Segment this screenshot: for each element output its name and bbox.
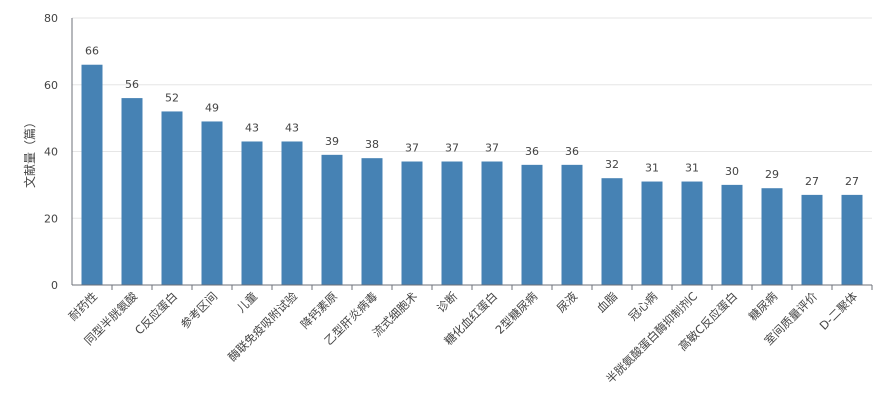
bar[interactable] xyxy=(481,161,503,285)
bar-value-label: 27 xyxy=(845,175,859,188)
bar[interactable] xyxy=(721,184,743,285)
x-tick-label: 2型糖尿病 xyxy=(493,289,541,337)
bar-value-label: 31 xyxy=(645,162,659,175)
bar[interactable] xyxy=(841,194,863,285)
x-tick-label: 耐药性 xyxy=(66,289,100,323)
bar[interactable] xyxy=(201,121,223,286)
bar-value-label: 31 xyxy=(685,162,699,175)
x-tick-label: 诊断 xyxy=(434,289,461,316)
x-tick-label: 参考区间 xyxy=(178,289,220,331)
value-labels: 66 56 52 49 43 43 39 38 37 37 37 36 36 32 31 31 30 29 27 27 xyxy=(85,45,859,188)
bar-value-label: 56 xyxy=(125,78,139,91)
bar[interactable] xyxy=(321,154,343,285)
bar-value-label: 37 xyxy=(485,142,499,155)
bar-value-label: 36 xyxy=(525,145,539,158)
x-tick-label: 尿液 xyxy=(554,289,581,316)
x-tick-label: 血脂 xyxy=(594,289,620,315)
bar-value-label: 36 xyxy=(565,145,579,158)
bar-value-label: 52 xyxy=(165,91,179,104)
bar[interactable] xyxy=(121,98,143,285)
y-tick-label: 60 xyxy=(44,79,58,92)
x-tick-label: 酶联免疫吸附试验 xyxy=(225,289,300,364)
bar[interactable] xyxy=(81,64,103,285)
bar-value-label: 43 xyxy=(285,121,299,134)
x-tick-label: 糖尿病 xyxy=(746,289,781,324)
y-tick-label: 40 xyxy=(44,146,58,159)
bar[interactable] xyxy=(281,141,303,285)
bars xyxy=(81,64,863,286)
bar-value-label: 37 xyxy=(445,142,459,155)
bar-value-label: 37 xyxy=(405,142,419,155)
x-tick-label: D-二聚体 xyxy=(817,289,861,333)
bar-value-label: 43 xyxy=(245,121,259,134)
bar[interactable] xyxy=(601,178,623,285)
bar-value-label: 39 xyxy=(325,135,339,148)
bar[interactable] xyxy=(241,141,263,285)
bar[interactable] xyxy=(521,164,543,285)
y-tick-label: 20 xyxy=(44,212,58,225)
x-tick-label: C反应蛋白 xyxy=(132,289,180,337)
bar-value-label: 29 xyxy=(765,168,779,181)
x-tick-label: 冠心病 xyxy=(626,289,661,324)
y-axis: 0 20 40 60 80 xyxy=(44,12,73,292)
x-tick-label: 儿童 xyxy=(234,289,260,315)
bar[interactable] xyxy=(681,181,703,285)
bar[interactable] xyxy=(361,158,383,285)
bar-value-label: 66 xyxy=(85,45,99,58)
bar-value-label: 49 xyxy=(205,101,219,114)
bar[interactable] xyxy=(801,194,823,285)
bar-value-label: 38 xyxy=(365,138,379,151)
bar-value-label: 30 xyxy=(725,165,739,178)
bar-value-label: 27 xyxy=(805,175,819,188)
y-tick-label: 80 xyxy=(44,12,58,25)
bar-value-label: 32 xyxy=(605,158,619,171)
bar[interactable] xyxy=(161,111,183,285)
bar[interactable] xyxy=(561,164,583,285)
grid-lines xyxy=(72,17,872,219)
y-axis-label: 文献量（篇） xyxy=(22,116,37,188)
bar[interactable] xyxy=(441,161,463,285)
bar[interactable] xyxy=(761,188,783,285)
bar[interactable] xyxy=(641,181,663,285)
y-tick-label: 0 xyxy=(51,279,58,292)
bar[interactable] xyxy=(401,161,423,285)
